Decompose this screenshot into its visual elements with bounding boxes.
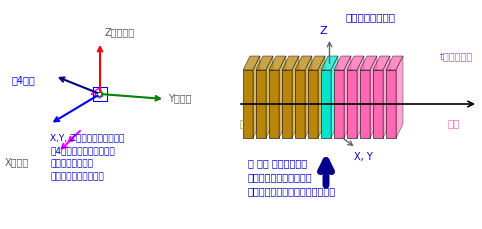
- Text: X, Y: X, Y: [354, 151, 373, 161]
- Polygon shape: [383, 57, 390, 138]
- Text: 未来: 未来: [448, 117, 460, 128]
- Polygon shape: [308, 71, 318, 138]
- Polygon shape: [386, 57, 403, 71]
- Polygon shape: [266, 57, 273, 138]
- Polygon shape: [360, 57, 377, 71]
- Text: t（時間軸）: t（時間軸）: [440, 52, 473, 62]
- Polygon shape: [279, 57, 286, 138]
- Polygon shape: [256, 71, 266, 138]
- Text: 第4の軸: 第4の軸: [12, 75, 36, 85]
- Polygon shape: [396, 57, 403, 138]
- Polygon shape: [334, 71, 344, 138]
- Polygon shape: [292, 57, 299, 138]
- Polygon shape: [373, 57, 390, 71]
- Text: 第4次元の軸　ここでは、: 第4次元の軸 ここでは、: [50, 145, 115, 154]
- Text: X（横）: X（横）: [5, 156, 29, 166]
- Polygon shape: [282, 57, 299, 71]
- Polygon shape: [243, 71, 253, 138]
- Polygon shape: [256, 57, 273, 71]
- Text: 二次元の平面上に: 二次元の平面上に: [50, 158, 93, 167]
- Text: Z: Z: [320, 26, 327, 36]
- Polygon shape: [253, 57, 260, 138]
- Polygon shape: [370, 57, 377, 138]
- Polygon shape: [357, 57, 364, 138]
- Polygon shape: [321, 57, 338, 71]
- Polygon shape: [269, 71, 279, 138]
- Polygon shape: [318, 57, 325, 138]
- Polygon shape: [331, 57, 338, 138]
- Text: 『 現在 』という断面: 『 現在 』という断面: [248, 157, 307, 167]
- Text: Z（高さ）: Z（高さ）: [105, 27, 135, 37]
- Text: 一次元省略して四次元を: 一次元省略して四次元を: [248, 171, 313, 181]
- Polygon shape: [386, 71, 396, 138]
- Polygon shape: [373, 71, 383, 138]
- Polygon shape: [347, 57, 364, 71]
- Text: 四次元時空連続体: 四次元時空連続体: [345, 12, 395, 22]
- Text: 無理矢理図示している: 無理矢理図示している: [50, 171, 104, 180]
- Polygon shape: [269, 57, 286, 71]
- Text: 過去: 過去: [240, 117, 253, 128]
- Text: 三次元の立体として表示している: 三次元の立体として表示している: [248, 185, 336, 195]
- Polygon shape: [243, 57, 260, 71]
- Polygon shape: [305, 57, 312, 138]
- Polygon shape: [295, 57, 312, 71]
- Polygon shape: [347, 71, 357, 138]
- Text: Y（縦）: Y（縦）: [168, 93, 191, 103]
- Polygon shape: [295, 71, 305, 138]
- Polygon shape: [344, 57, 351, 138]
- Polygon shape: [282, 71, 292, 138]
- Polygon shape: [321, 71, 331, 138]
- Polygon shape: [360, 71, 370, 138]
- Polygon shape: [308, 57, 325, 71]
- Polygon shape: [334, 57, 351, 71]
- Text: X,Y, Zとも全て直角な軸が: X,Y, Zとも全て直角な軸が: [50, 132, 124, 141]
